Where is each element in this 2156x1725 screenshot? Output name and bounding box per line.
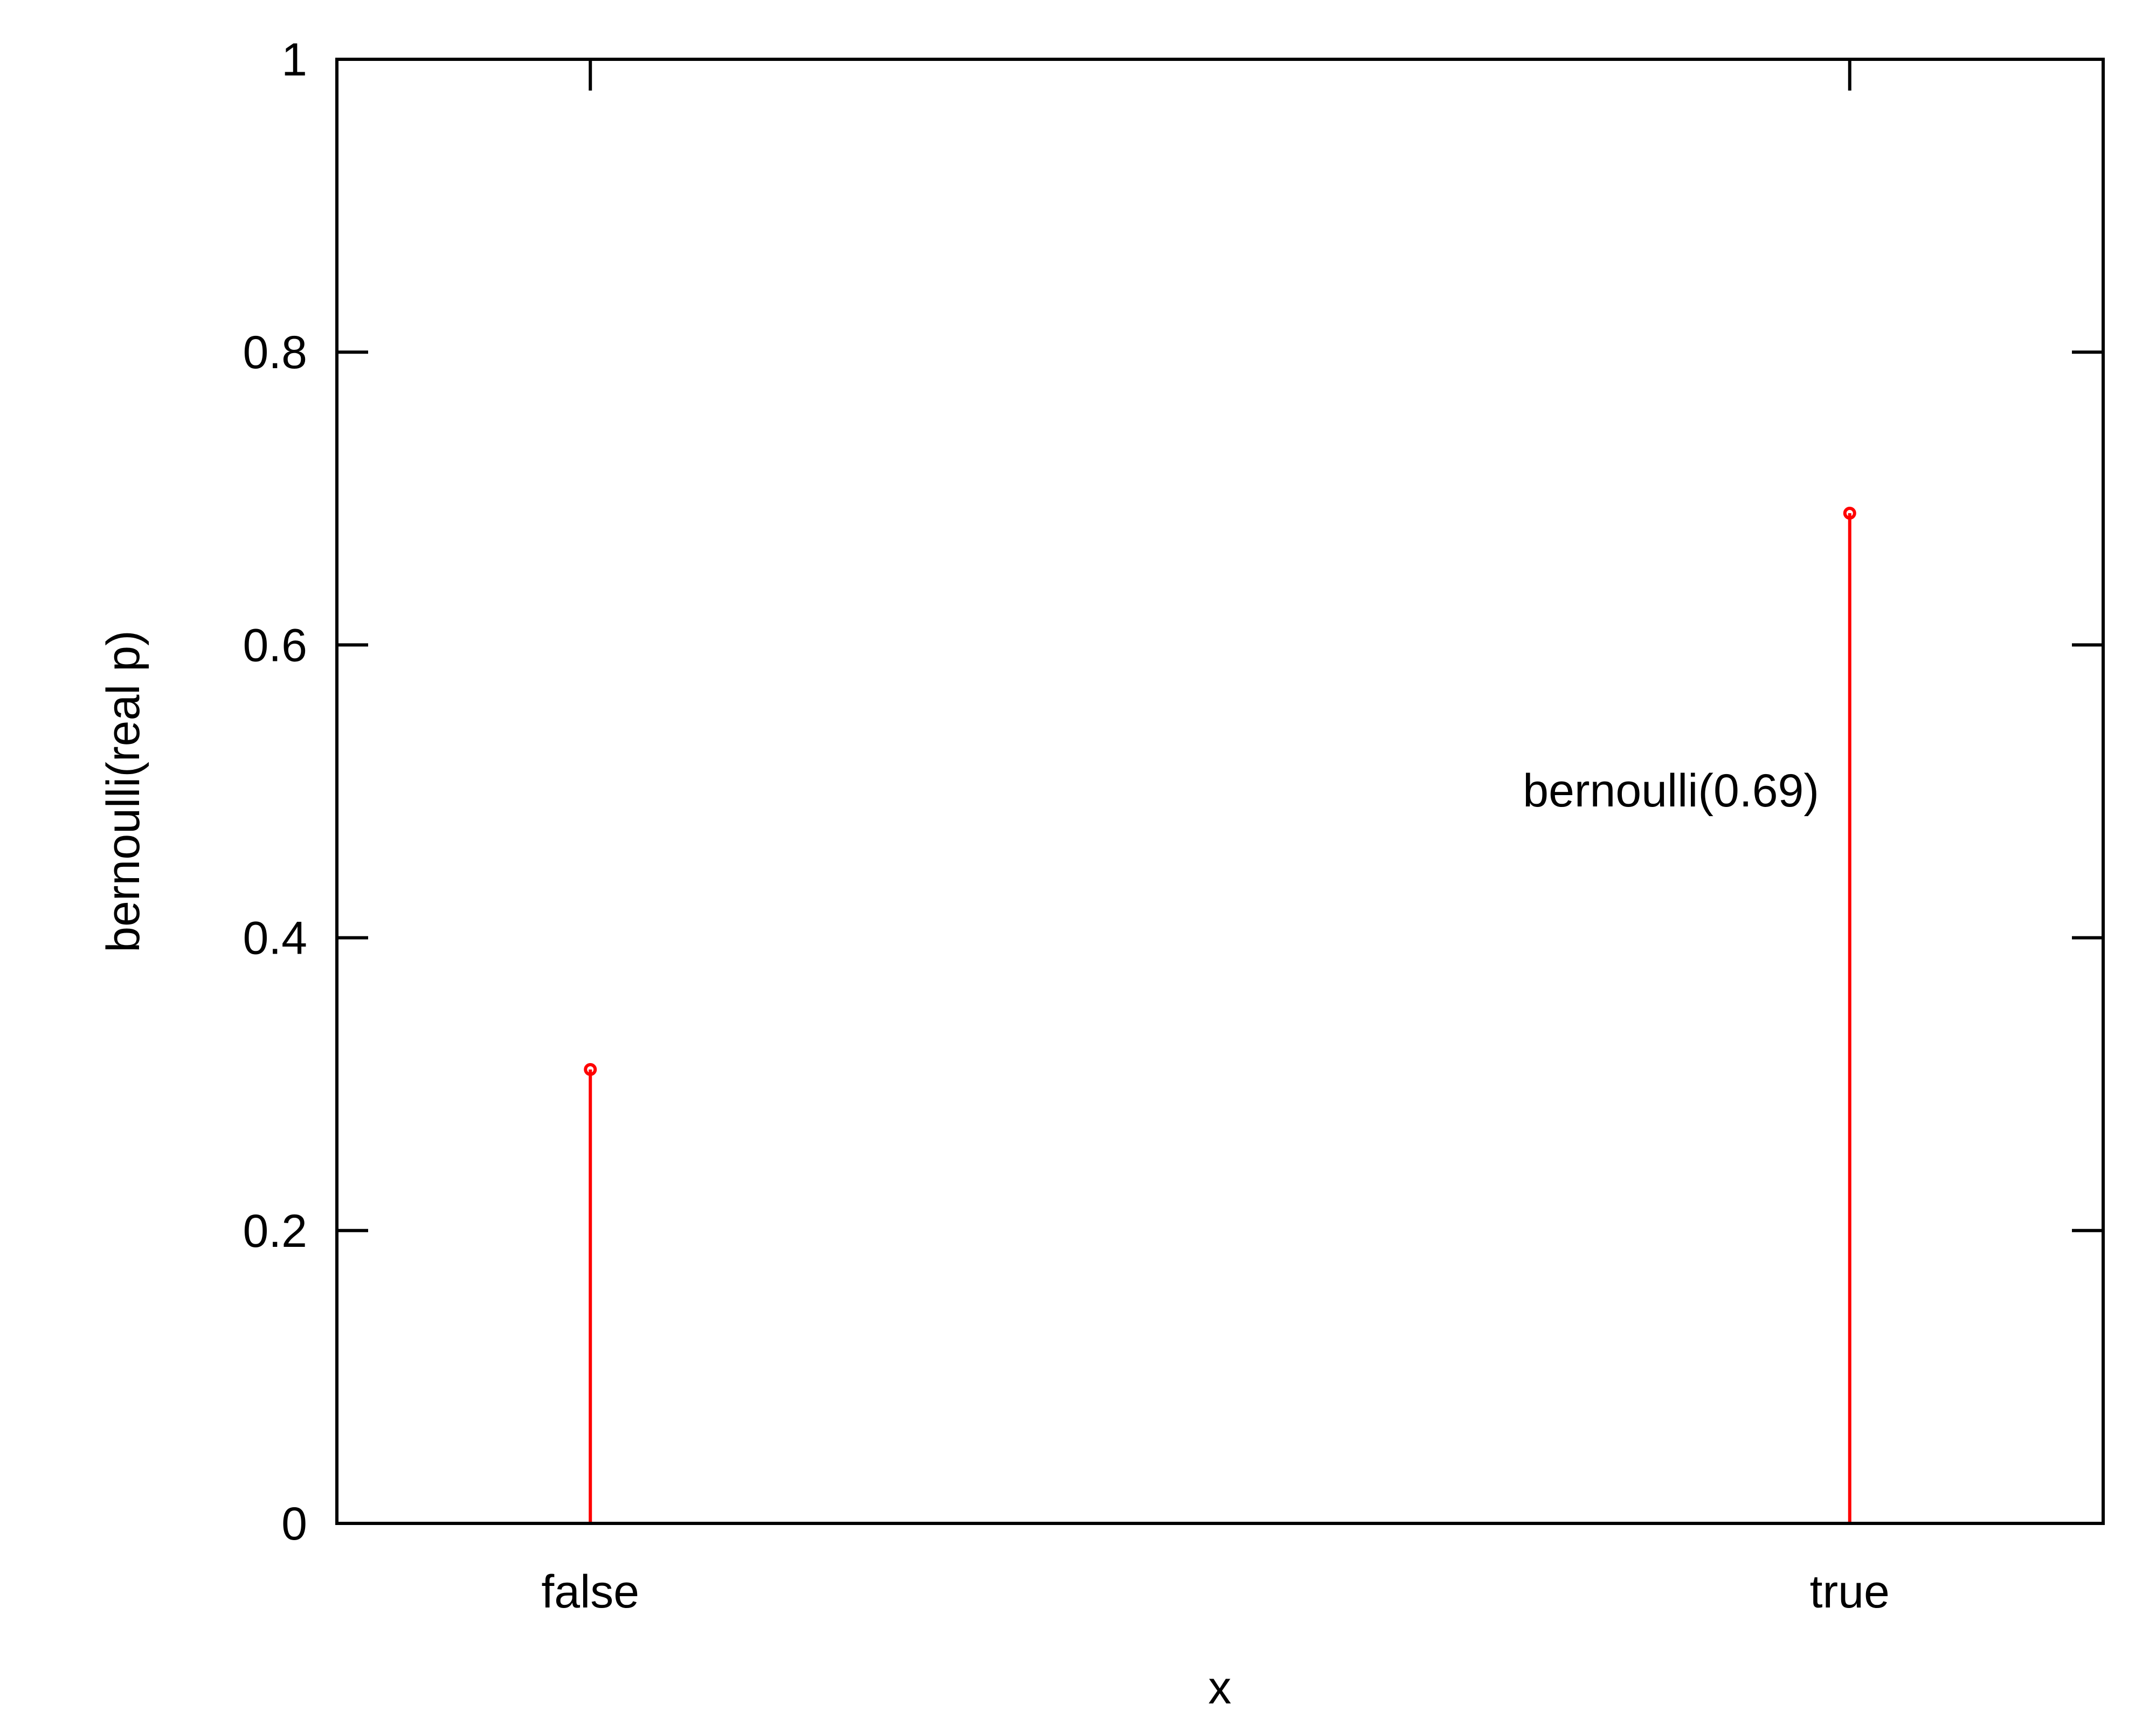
data-marks — [584, 506, 1856, 1523]
point-false — [584, 1063, 597, 1077]
y-tick-label: 0.6 — [243, 619, 307, 671]
plot-frame — [335, 58, 2105, 1525]
point-true — [1843, 506, 1856, 520]
y-axis-label: bernoulli(real p) — [98, 630, 149, 953]
x-axis-label: x — [1208, 1662, 1232, 1714]
annotation-label: bernoulli(0.69) — [1523, 765, 1819, 817]
axis-ticks — [337, 59, 2103, 1232]
y-tick-label: 0 — [281, 1498, 307, 1550]
y-tick-label: 1 — [281, 34, 307, 86]
y-tick-label: 0.4 — [243, 913, 307, 964]
x-tick-label-true: true — [1810, 1566, 1890, 1618]
y-tick-label: 0.2 — [243, 1205, 307, 1257]
tick-labels: 0 0.2 0.4 0.6 0.8 1 false true — [243, 34, 1889, 1618]
x-tick-label-false: false — [541, 1566, 639, 1618]
y-tick-label: 0.8 — [243, 327, 307, 378]
